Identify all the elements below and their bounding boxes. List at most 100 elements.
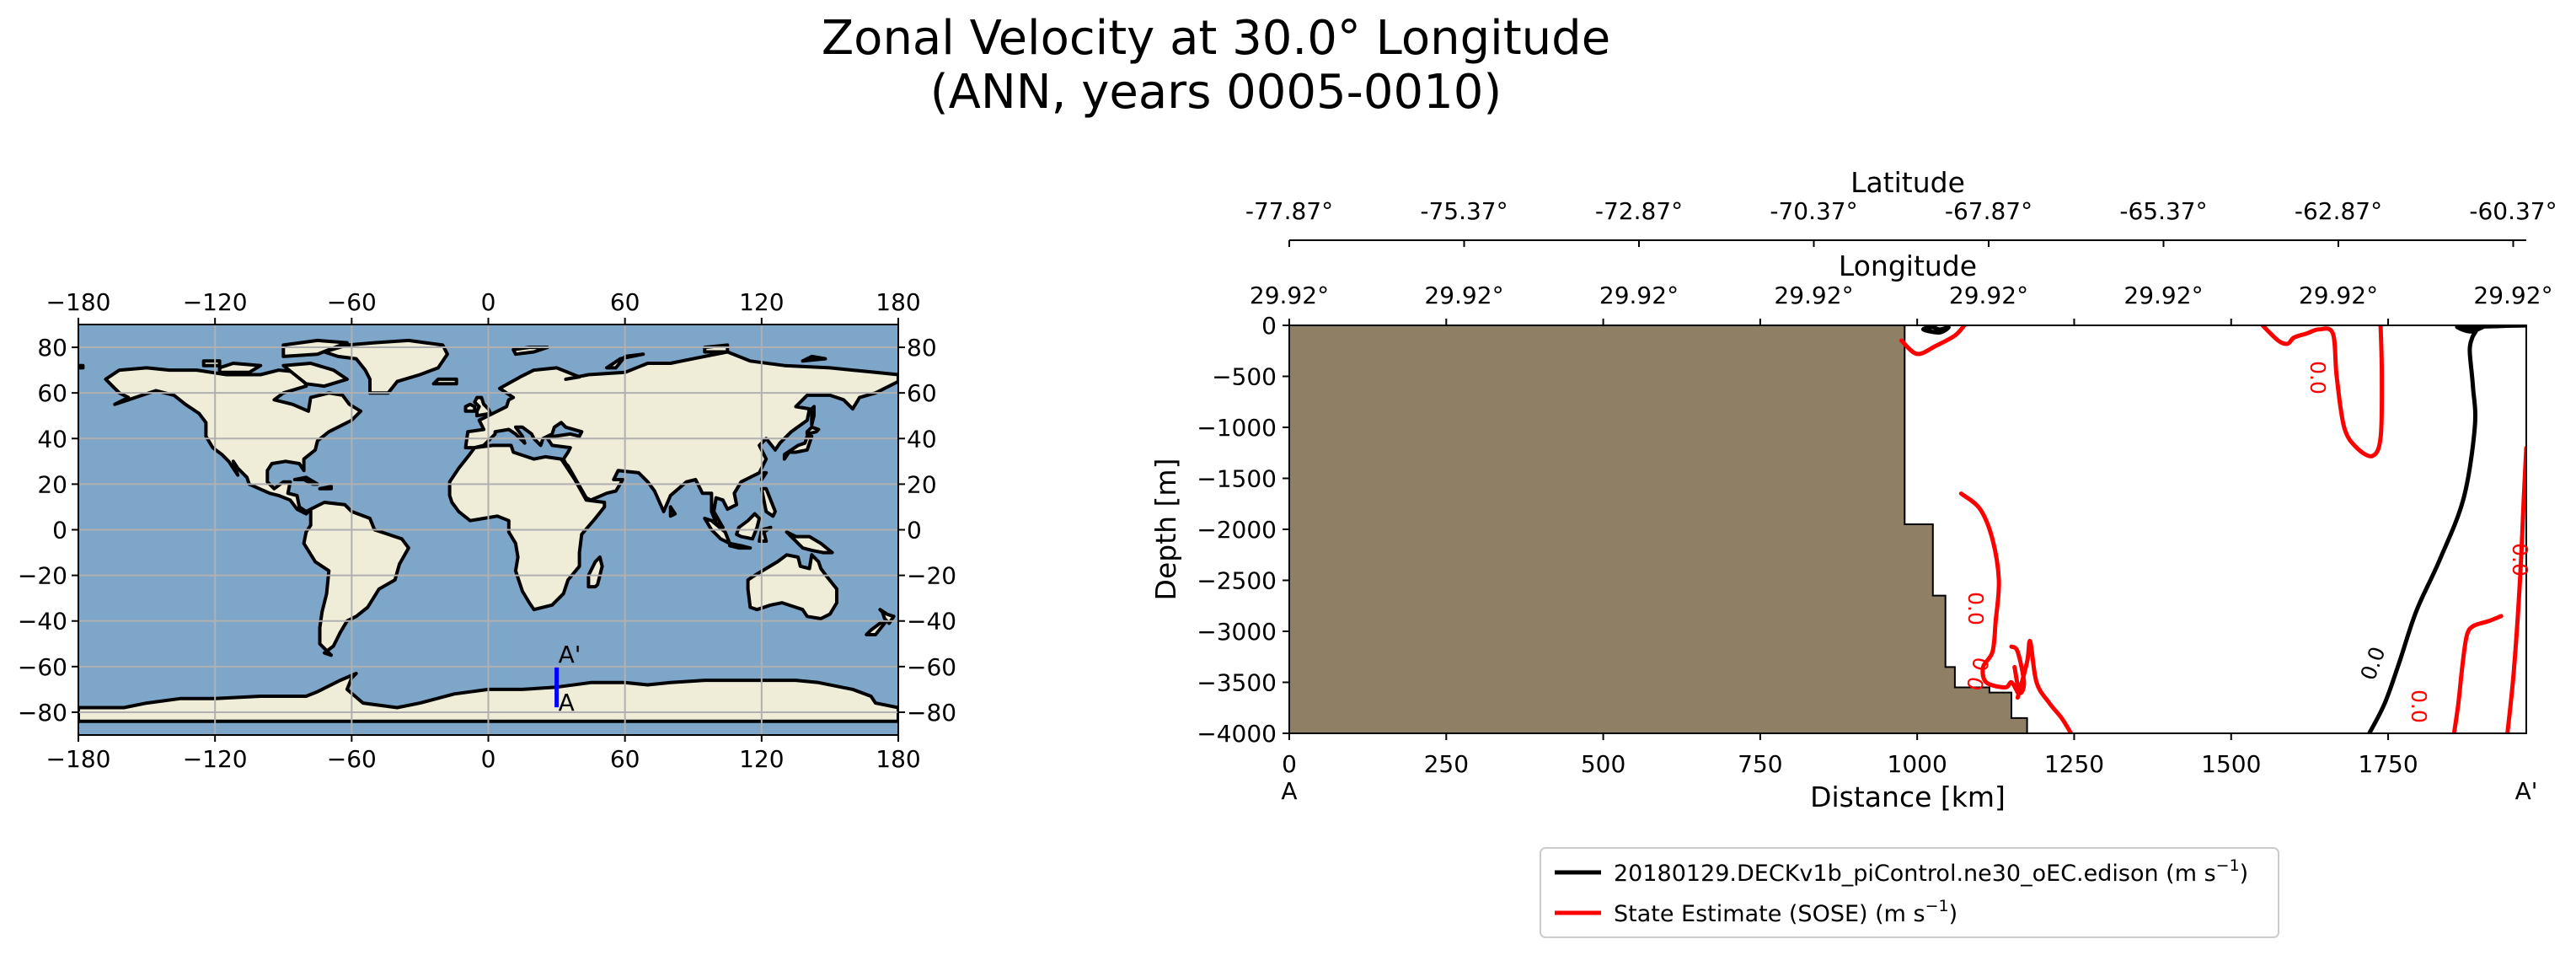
obs-contour-2	[2009, 644, 2027, 695]
map-top-tick-label: 180	[876, 288, 920, 316]
land-severnaya	[703, 343, 730, 354]
land-new-guinea	[785, 530, 834, 555]
land-hispaniola	[318, 485, 333, 491]
map-right-tick-label: 40	[907, 425, 937, 453]
map-right-tick-label: −60	[907, 653, 956, 681]
longitude-tick-label: 29.92°	[1774, 282, 1853, 309]
land-victoria-isl	[217, 362, 263, 374]
map-bottom-tick-label: −120	[183, 745, 248, 773]
contour-label-red-1: 0.0	[2306, 361, 2330, 394]
section-xlabel: Distance [km]	[1810, 781, 2006, 813]
land-eurasia	[463, 350, 898, 529]
obs-contour-6	[2505, 445, 2526, 733]
model-contour-1	[1921, 325, 1951, 335]
top-axes-ticks: -77.87° -75.37° -72.87° -70.37° -67.87° -65.3…	[1245, 197, 2557, 309]
latitude-axis-label: Latitude	[1850, 166, 1965, 199]
land-java	[728, 541, 752, 550]
map-right-tick-label: 80	[907, 334, 937, 362]
section-y-tick-label: −2500	[1197, 567, 1277, 595]
transect-end-label: A'	[559, 641, 581, 668]
map-panel: A' A −180 −180 −120 −120 −60 −60 0 0 60 60 120 120 1…	[18, 288, 956, 773]
latitude-tick-label: -70.37°	[1770, 197, 1857, 225]
map-top-tick-label: 120	[739, 288, 784, 316]
contour-label-red-3: 0.0	[2407, 689, 2431, 723]
legend-box	[1540, 847, 2279, 938]
land-taiwan	[759, 470, 769, 481]
map-right-tick-label: −80	[907, 699, 956, 727]
map-left-tick-label: 20	[37, 470, 67, 498]
longitude-axis-label: Longitude	[1839, 249, 1977, 282]
map-left-tick-label: 60	[37, 379, 67, 407]
land-new-zealand-n	[878, 608, 896, 625]
land-banks-isl	[201, 359, 222, 368]
section-tick-labels: 0 250 500 750 1000 1250 1500 1750 0 −500 −1000 −150…	[1197, 312, 2418, 778]
latitude-tick-label: -75.37°	[1420, 197, 1508, 225]
land-ireland	[463, 402, 477, 413]
obs-contour-1	[2015, 639, 2074, 733]
map-right-tick-label: 60	[907, 379, 937, 407]
section-y-tick-label: 0	[1261, 312, 1277, 340]
map-left-tick-label: −60	[18, 653, 67, 681]
latitude-tick-label: -60.37°	[2469, 197, 2557, 225]
map-left-tick-label: 0	[52, 517, 67, 545]
longitude-tick-label: 29.92°	[1250, 282, 1329, 309]
contour-label-red-4: 0.0	[2508, 543, 2532, 577]
longitude-tick-label: 29.92°	[2299, 282, 2378, 309]
map-bottom-tick-label: 120	[739, 745, 784, 773]
land-japan	[782, 434, 814, 461]
latitude-tick-label: -62.87°	[2295, 197, 2382, 225]
legend-model-label: 20180129.DECKv1b_piControl.ne30_oEC.edis…	[1614, 856, 2248, 887]
map-bottom-tick-label: 60	[610, 745, 640, 773]
obs-contour-3	[1899, 325, 1967, 357]
section-y-tick-label: −500	[1212, 363, 1277, 391]
section-x-tick-label: 0	[1282, 750, 1297, 778]
map-bottom-tick-label: −180	[46, 745, 111, 773]
section-x-tick-label: 1500	[2201, 750, 2261, 778]
section-x-start-label: A	[1281, 777, 1297, 805]
latitude-tick-label: -77.87°	[1245, 197, 1333, 225]
map-gridlines	[78, 325, 898, 735]
map-left-tick-label: −80	[18, 699, 67, 727]
section-x-tick-label: 1000	[1888, 750, 1947, 778]
obs-contour-5	[2451, 614, 2504, 733]
bathymetry-fill	[1289, 325, 2526, 733]
section-panel: 0.0 0.0 0.0 0.0 0.0 0.0 0 250 500 750 1000 12…	[1149, 166, 2557, 813]
land-uk	[473, 395, 493, 418]
transect-start-label: A	[559, 689, 575, 716]
map-right-tick-label: −20	[907, 562, 956, 590]
land-sri-lanka	[668, 505, 677, 518]
land-australia	[746, 553, 838, 620]
bathymetry-edge	[1904, 325, 2526, 733]
section-x-tick-label: 1750	[2358, 750, 2418, 778]
land-new-siberian	[801, 354, 827, 363]
land-borneo	[735, 512, 762, 541]
section-x-end-label: A'	[2515, 777, 2538, 805]
section-y-tick-label: −1000	[1197, 414, 1277, 442]
map-left-tick-label: 40	[37, 425, 67, 453]
obs-contour-4	[2260, 325, 2385, 459]
legend: 20180129.DECKv1b_piControl.ne30_oEC.edis…	[1540, 847, 2279, 938]
latitude-tick-label: -72.87°	[1595, 197, 1683, 225]
section-x-tick-label: 750	[1738, 750, 1782, 778]
land-iceland	[431, 377, 458, 386]
section-y-tick-label: −4000	[1197, 720, 1277, 748]
map-right-tick-label: 20	[907, 470, 937, 498]
map-right-tick-label: −40	[907, 608, 956, 636]
land-baffin	[281, 362, 349, 389]
land-greenland	[322, 338, 449, 395]
map-bottom-tick-label: 180	[876, 745, 920, 773]
section-y-tick-label: −3000	[1197, 618, 1277, 646]
longitude-tick-label: 29.92°	[1599, 282, 1679, 309]
longitude-tick-label: 29.92°	[2123, 282, 2203, 309]
land-novaya-zemlya	[605, 352, 645, 370]
map-left-tick-label: 80	[37, 334, 67, 362]
section-x-tick-label: 1250	[2044, 750, 2104, 778]
map-left-tick-label: −40	[18, 608, 67, 636]
longitude-tick-label: 29.92°	[1424, 282, 1503, 309]
map-right-tick-label: 0	[907, 517, 922, 545]
map-left-tick-label: −20	[18, 562, 67, 590]
land-philippines	[759, 486, 777, 518]
land-hokkaido	[805, 425, 821, 436]
section-x-tick-label: 500	[1581, 750, 1625, 778]
